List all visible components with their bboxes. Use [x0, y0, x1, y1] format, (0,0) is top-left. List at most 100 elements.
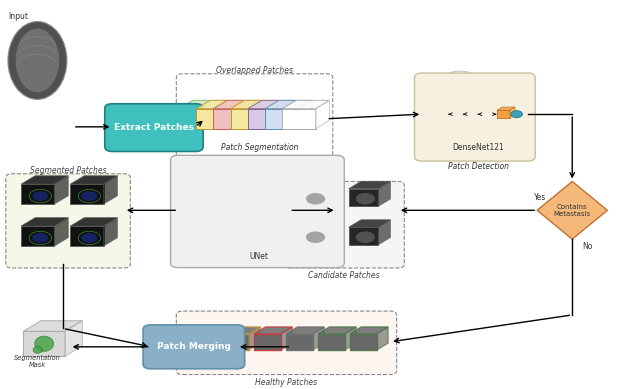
Polygon shape	[474, 91, 481, 131]
Polygon shape	[461, 91, 481, 97]
Polygon shape	[296, 179, 310, 242]
Text: Patch Segmentation: Patch Segmentation	[221, 143, 298, 152]
Text: Overlapped Patches: Overlapped Patches	[216, 65, 293, 75]
Polygon shape	[21, 184, 54, 204]
Polygon shape	[299, 227, 328, 245]
Polygon shape	[299, 181, 340, 189]
Polygon shape	[349, 220, 390, 227]
Polygon shape	[184, 170, 198, 251]
Polygon shape	[475, 95, 495, 101]
Polygon shape	[349, 189, 378, 207]
Polygon shape	[310, 173, 316, 242]
Polygon shape	[218, 327, 230, 350]
Polygon shape	[70, 226, 104, 246]
Polygon shape	[216, 187, 230, 233]
Polygon shape	[446, 93, 460, 135]
Polygon shape	[213, 100, 260, 109]
Polygon shape	[489, 95, 495, 128]
FancyBboxPatch shape	[143, 325, 244, 369]
Polygon shape	[230, 100, 278, 109]
Polygon shape	[431, 83, 452, 89]
Polygon shape	[248, 194, 262, 227]
Polygon shape	[249, 327, 260, 350]
Polygon shape	[179, 100, 226, 109]
Polygon shape	[460, 87, 467, 135]
Polygon shape	[265, 100, 312, 109]
Polygon shape	[196, 100, 243, 109]
Polygon shape	[296, 173, 316, 179]
Polygon shape	[248, 109, 281, 129]
Text: UNet: UNet	[250, 252, 269, 261]
Polygon shape	[280, 181, 300, 187]
Polygon shape	[70, 176, 118, 184]
Polygon shape	[497, 110, 509, 118]
Text: Segmentation
Mask: Segmentation Mask	[14, 355, 61, 368]
Polygon shape	[248, 188, 268, 194]
Polygon shape	[196, 109, 229, 129]
Polygon shape	[198, 164, 204, 251]
Polygon shape	[461, 97, 474, 131]
Polygon shape	[537, 181, 607, 239]
Polygon shape	[213, 109, 246, 129]
Polygon shape	[104, 218, 118, 246]
Polygon shape	[328, 220, 340, 245]
FancyBboxPatch shape	[176, 311, 397, 375]
Polygon shape	[24, 331, 65, 356]
Polygon shape	[299, 189, 328, 207]
Ellipse shape	[356, 231, 375, 243]
Polygon shape	[328, 181, 340, 207]
Polygon shape	[184, 164, 204, 170]
Polygon shape	[280, 187, 294, 233]
Ellipse shape	[35, 336, 54, 351]
Polygon shape	[222, 334, 249, 350]
Text: DenseNet121: DenseNet121	[452, 144, 504, 152]
Ellipse shape	[306, 231, 325, 243]
Polygon shape	[294, 181, 300, 233]
Polygon shape	[230, 109, 264, 129]
Text: Input: Input	[8, 12, 29, 21]
Text: Segmented Patches: Segmented Patches	[29, 166, 106, 175]
Polygon shape	[191, 327, 230, 334]
Polygon shape	[254, 327, 292, 334]
Polygon shape	[54, 176, 68, 204]
Text: No: No	[582, 242, 592, 251]
Ellipse shape	[32, 191, 48, 201]
Text: Contains
Metastasis: Contains Metastasis	[554, 204, 591, 217]
FancyBboxPatch shape	[105, 104, 203, 151]
Polygon shape	[281, 327, 292, 350]
Polygon shape	[179, 109, 212, 129]
Polygon shape	[350, 334, 377, 350]
FancyBboxPatch shape	[171, 155, 344, 268]
Ellipse shape	[356, 193, 375, 205]
Polygon shape	[446, 87, 467, 93]
FancyBboxPatch shape	[283, 181, 404, 268]
Text: Candidate Patches: Candidate Patches	[308, 271, 380, 280]
Polygon shape	[431, 89, 445, 139]
Polygon shape	[254, 334, 281, 350]
FancyBboxPatch shape	[415, 73, 535, 161]
Polygon shape	[214, 173, 220, 242]
Polygon shape	[216, 181, 236, 187]
Polygon shape	[104, 176, 118, 204]
Polygon shape	[318, 327, 356, 334]
Polygon shape	[54, 218, 68, 246]
Polygon shape	[345, 327, 356, 350]
Polygon shape	[70, 218, 118, 226]
Polygon shape	[282, 109, 316, 129]
Text: Healthy Patches: Healthy Patches	[255, 378, 317, 387]
Polygon shape	[230, 181, 236, 233]
Polygon shape	[497, 107, 515, 110]
Polygon shape	[445, 83, 452, 139]
Ellipse shape	[81, 233, 97, 243]
Text: Patch Merging: Patch Merging	[157, 342, 231, 351]
Polygon shape	[200, 173, 220, 179]
Polygon shape	[509, 107, 515, 118]
Polygon shape	[326, 164, 332, 251]
Polygon shape	[70, 184, 104, 204]
Polygon shape	[246, 100, 260, 129]
Polygon shape	[378, 181, 390, 207]
Polygon shape	[349, 227, 378, 245]
Ellipse shape	[306, 193, 325, 205]
Polygon shape	[378, 220, 390, 245]
Polygon shape	[281, 100, 295, 129]
